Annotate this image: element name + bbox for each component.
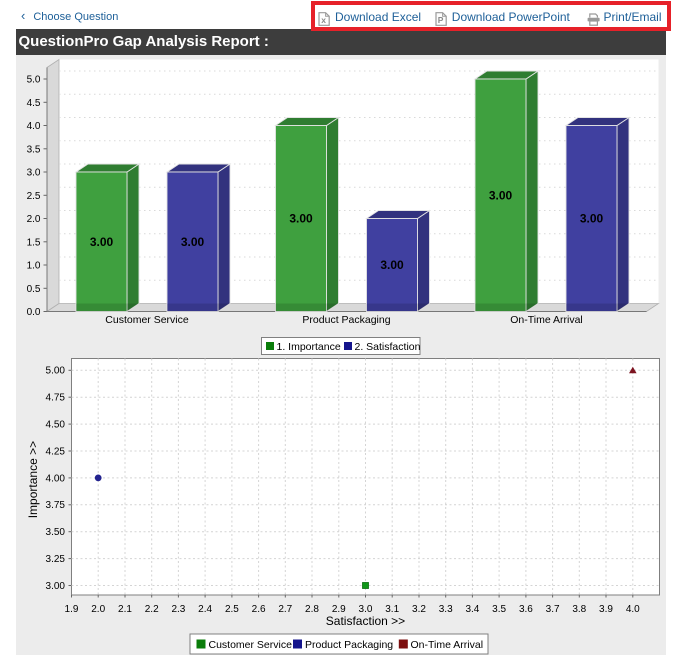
svg-text:3.0: 3.0 (359, 604, 373, 615)
svg-text:3.00: 3.00 (380, 258, 404, 272)
svg-text:3.50: 3.50 (46, 527, 66, 538)
svg-text:2.4: 2.4 (198, 604, 212, 615)
svg-text:On-Time Arrival: On-Time Arrival (510, 314, 583, 326)
svg-text:Customer Service: Customer Service (105, 314, 189, 326)
svg-text:3.0: 3.0 (27, 168, 41, 179)
svg-text:3.5: 3.5 (492, 604, 506, 615)
svg-text:3.00: 3.00 (489, 188, 513, 202)
svg-text:3.2: 3.2 (412, 604, 426, 615)
svg-text:3.3: 3.3 (439, 604, 453, 615)
svg-text:4.0: 4.0 (27, 121, 41, 132)
svg-text:Customer Service: Customer Service (209, 639, 293, 651)
svg-text:Importance >>: Importance >> (26, 441, 40, 518)
svg-text:2.5: 2.5 (27, 191, 41, 202)
svg-text:3.00: 3.00 (289, 212, 313, 226)
svg-text:4.5: 4.5 (27, 98, 41, 109)
svg-text:2.2: 2.2 (145, 604, 159, 615)
svg-text:2.0: 2.0 (27, 214, 41, 225)
svg-text:On-Time Arrival: On-Time Arrival (411, 639, 484, 651)
svg-text:Satisfaction >>: Satisfaction >> (326, 614, 405, 628)
svg-text:3.00: 3.00 (580, 212, 604, 226)
svg-text:4.50: 4.50 (46, 420, 66, 431)
svg-text:3.00: 3.00 (181, 235, 205, 249)
svg-text:0.0: 0.0 (27, 307, 41, 318)
svg-text:2.5: 2.5 (225, 604, 239, 615)
svg-text:2. Satisfaction: 2. Satisfaction (355, 341, 421, 353)
svg-text:3.5: 3.5 (27, 144, 41, 155)
svg-text:4.0: 4.0 (626, 604, 640, 615)
svg-text:2.3: 2.3 (171, 604, 185, 615)
svg-text:1.9: 1.9 (65, 604, 79, 615)
svg-text:2.0: 2.0 (91, 604, 105, 615)
svg-text:3.6: 3.6 (519, 604, 533, 615)
svg-text:3.7: 3.7 (546, 604, 560, 615)
svg-text:x: x (321, 15, 326, 25)
svg-text:0.5: 0.5 (27, 284, 41, 295)
svg-text:3.25: 3.25 (46, 554, 66, 565)
svg-text:2.9: 2.9 (332, 604, 346, 615)
svg-text:3.00: 3.00 (46, 581, 66, 592)
svg-text:3.9: 3.9 (599, 604, 613, 615)
svg-text:5.0: 5.0 (27, 75, 41, 86)
svg-text:2.1: 2.1 (118, 604, 132, 615)
svg-text:3.1: 3.1 (385, 604, 399, 615)
svg-text:4.00: 4.00 (46, 473, 66, 484)
svg-text:1.5: 1.5 (27, 237, 41, 248)
svg-text:P: P (438, 15, 444, 25)
svg-text:4.75: 4.75 (46, 393, 66, 404)
svg-text:1.0: 1.0 (27, 261, 41, 272)
svg-text:Product Packaging: Product Packaging (305, 639, 393, 651)
svg-text:3.8: 3.8 (572, 604, 586, 615)
svg-text:Product Packaging: Product Packaging (302, 314, 390, 326)
svg-text:3.75: 3.75 (46, 500, 66, 511)
svg-text:1. Importance: 1. Importance (277, 341, 341, 353)
svg-text:3.4: 3.4 (465, 604, 479, 615)
svg-text:2.8: 2.8 (305, 604, 319, 615)
svg-text:2.7: 2.7 (278, 604, 292, 615)
svg-text:2.6: 2.6 (252, 604, 266, 615)
svg-text:3.00: 3.00 (90, 235, 114, 249)
svg-text:5.00: 5.00 (46, 366, 66, 377)
svg-text:4.25: 4.25 (46, 446, 66, 457)
